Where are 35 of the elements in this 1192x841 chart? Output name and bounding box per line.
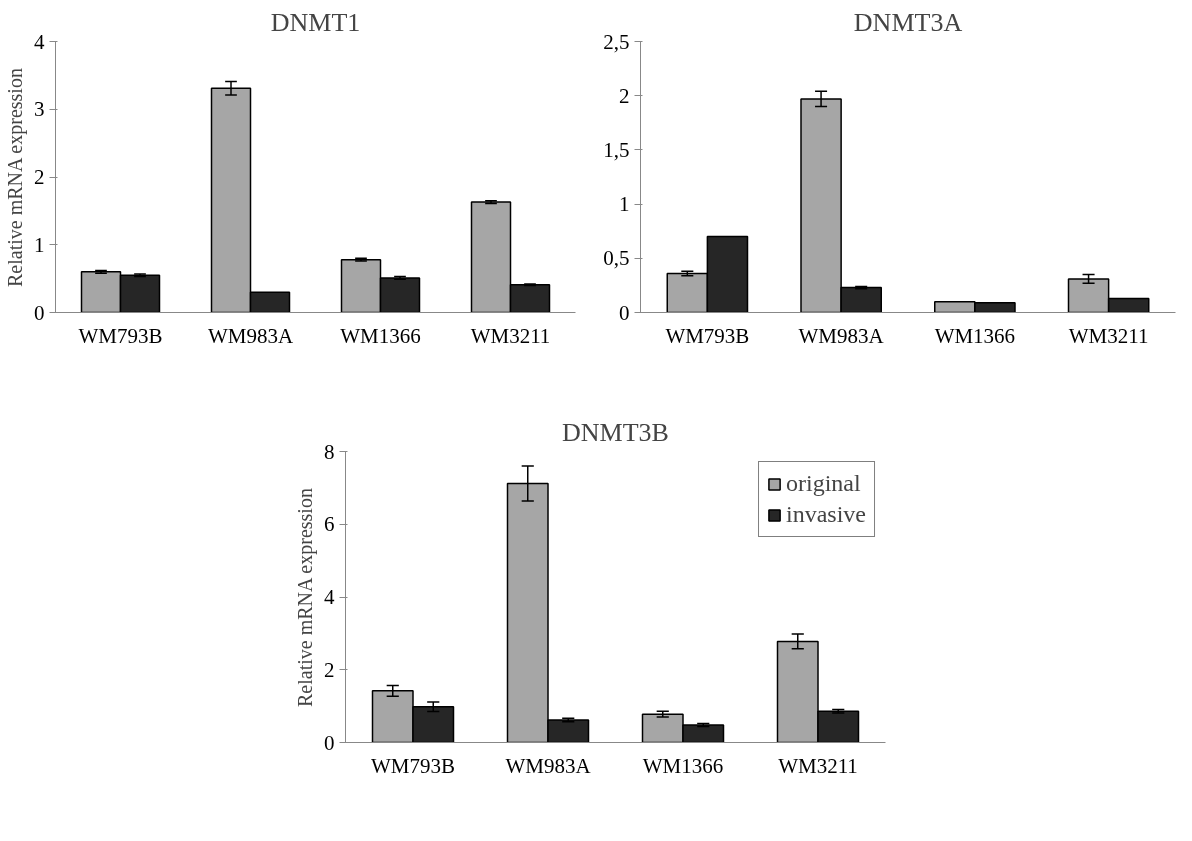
y-tick-label: 0	[324, 730, 335, 755]
y-tick-label: 0	[619, 300, 630, 325]
x-tick-label: WM983A	[505, 753, 592, 778]
x-tick-label: WM3211	[1068, 323, 1149, 348]
y-tick-label: 1	[34, 232, 45, 257]
y-axis-title: Relative mRNA expression	[4, 68, 27, 287]
x-tick-label: WM983A	[798, 323, 885, 348]
y-tick-label: 2	[324, 657, 335, 682]
chart-title: DNMT3B	[562, 417, 669, 447]
y-tick-label: 6	[324, 512, 335, 537]
y-tick-label: 3	[34, 97, 45, 122]
y-tick-label: 1	[619, 192, 630, 217]
y-tick-label: 4	[324, 585, 335, 609]
y-tick-label: 2	[34, 165, 45, 189]
x-tick-label: WM1366	[934, 323, 1016, 348]
chart-title: DNMT1	[270, 7, 361, 37]
y-tick-label: 4	[34, 29, 45, 54]
x-tick-label: WM793B	[78, 323, 163, 348]
y-tick-label: 0,5	[603, 246, 630, 271]
x-tick-label: WM793B	[665, 323, 750, 348]
x-tick-label: WM3211	[470, 323, 551, 348]
y-tick-label: 2	[619, 83, 630, 108]
y-tick-label: 8	[324, 439, 335, 464]
x-tick-label: WM1366	[340, 323, 421, 348]
chart-title: DNMT3A	[853, 7, 963, 37]
x-tick-label: WM3211	[778, 753, 858, 778]
y-tick-label: 0	[34, 300, 45, 325]
y-axis-title: Relative mRNA expression	[294, 488, 317, 707]
x-tick-label: WM1366	[642, 753, 724, 778]
x-tick-label: WM793B	[371, 753, 455, 778]
legend-label: original	[786, 470, 861, 497]
y-tick-label: 2,5	[603, 29, 630, 54]
legend-label: invasive	[786, 501, 866, 528]
x-tick-label: WM983A	[207, 323, 294, 348]
y-tick-label: 1,5	[603, 137, 630, 162]
